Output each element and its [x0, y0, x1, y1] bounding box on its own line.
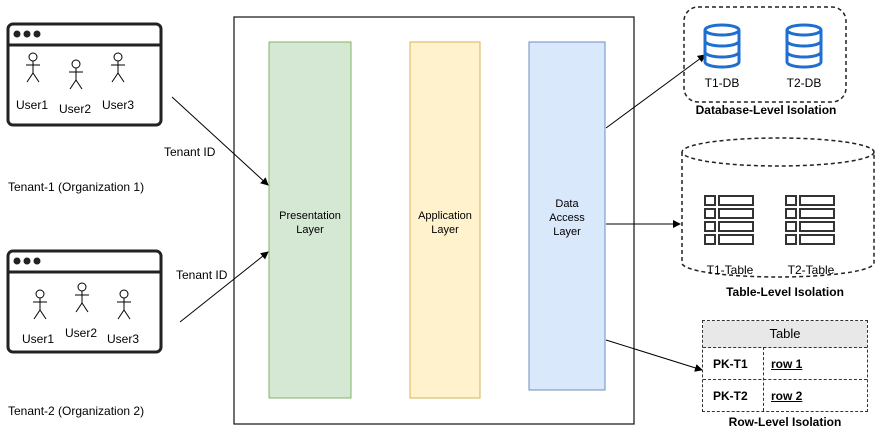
tenant-2-user-1-label: User1 [22, 332, 55, 346]
data-access-layer-label-line: Access [549, 212, 585, 224]
data-access-layer-label-line: Layer [553, 226, 581, 238]
data-access-layer-label: Data Access Layer [529, 197, 605, 239]
row-isolation-arrow [605, 339, 703, 372]
tenant-1-user-3-label: User3 [102, 98, 135, 112]
row-value: row 1 [771, 357, 803, 371]
data-access-layer [528, 41, 606, 391]
tenant-1-user-2-label: User2 [59, 102, 92, 116]
tenant-1-user-1-label: User1 [16, 98, 49, 112]
presentation-layer-label-line: Presentation [279, 210, 341, 222]
table-isolation-cylinder [681, 137, 875, 278]
window-dot-icon [23, 257, 31, 265]
application-layer-label-line: Layer [431, 224, 459, 236]
row-key: PK-T2 [713, 389, 748, 403]
tenant-2-window [6, 249, 163, 354]
database-icon [785, 23, 823, 69]
db-isolation-group [683, 6, 847, 103]
tenant-1-window [6, 22, 163, 127]
database-icon [703, 23, 741, 69]
row-isolation-caption: Row-Level Isolation [728, 415, 842, 429]
presentation-layer-label-line: Layer [296, 224, 324, 236]
application-layer [409, 41, 481, 399]
table-isolation-caption: Table-Level Isolation [726, 285, 844, 299]
window-dot-icon [33, 257, 41, 265]
window-dot-icon [13, 257, 21, 265]
t1-table-label: T1-Table [706, 263, 754, 277]
tenant-2-label: Tenant-2 (Organization 2) [8, 404, 145, 418]
data-access-layer-label-line: Data [555, 198, 579, 210]
tenant-2-user-3-label: User3 [107, 332, 140, 346]
db-isolation-arrow [605, 54, 706, 129]
t1-db-label: T1-DB [704, 76, 740, 90]
row-table-row-divider [703, 379, 867, 380]
window-dot-icon [33, 30, 41, 38]
tenant-1-label: Tenant-1 (Organization 1) [8, 180, 145, 194]
tenant-2-user-2-label: User2 [65, 326, 98, 340]
db-isolation-caption: Database-Level Isolation [695, 103, 837, 117]
row-key: PK-T1 [713, 357, 748, 371]
row-value: row 2 [771, 389, 803, 403]
window-dot-icon [13, 30, 21, 38]
presentation-layer [268, 41, 352, 399]
tenant-1-edge-label: Tenant ID [164, 145, 216, 159]
row-isolation-table: Table PK-T1 row 1 PK-T2 row 2 [702, 320, 868, 412]
row-table-header: Table [703, 321, 867, 348]
window-dot-icon [23, 30, 31, 38]
t2-table-label: T2-Table [787, 263, 835, 277]
system-container [233, 16, 635, 425]
t2-db-label: T2-DB [786, 76, 822, 90]
tenant-1-arrow [171, 96, 269, 186]
application-layer-label: Application Layer [410, 209, 480, 237]
tenant-2-arrow [179, 251, 269, 323]
tenant-2-edge-label: Tenant ID [176, 268, 228, 282]
presentation-layer-label: Presentation Layer [269, 209, 351, 237]
table-row: PK-T2 row 2 [703, 380, 867, 412]
table-row: PK-T1 row 1 [703, 348, 867, 380]
application-layer-label-line: Application [418, 210, 472, 222]
